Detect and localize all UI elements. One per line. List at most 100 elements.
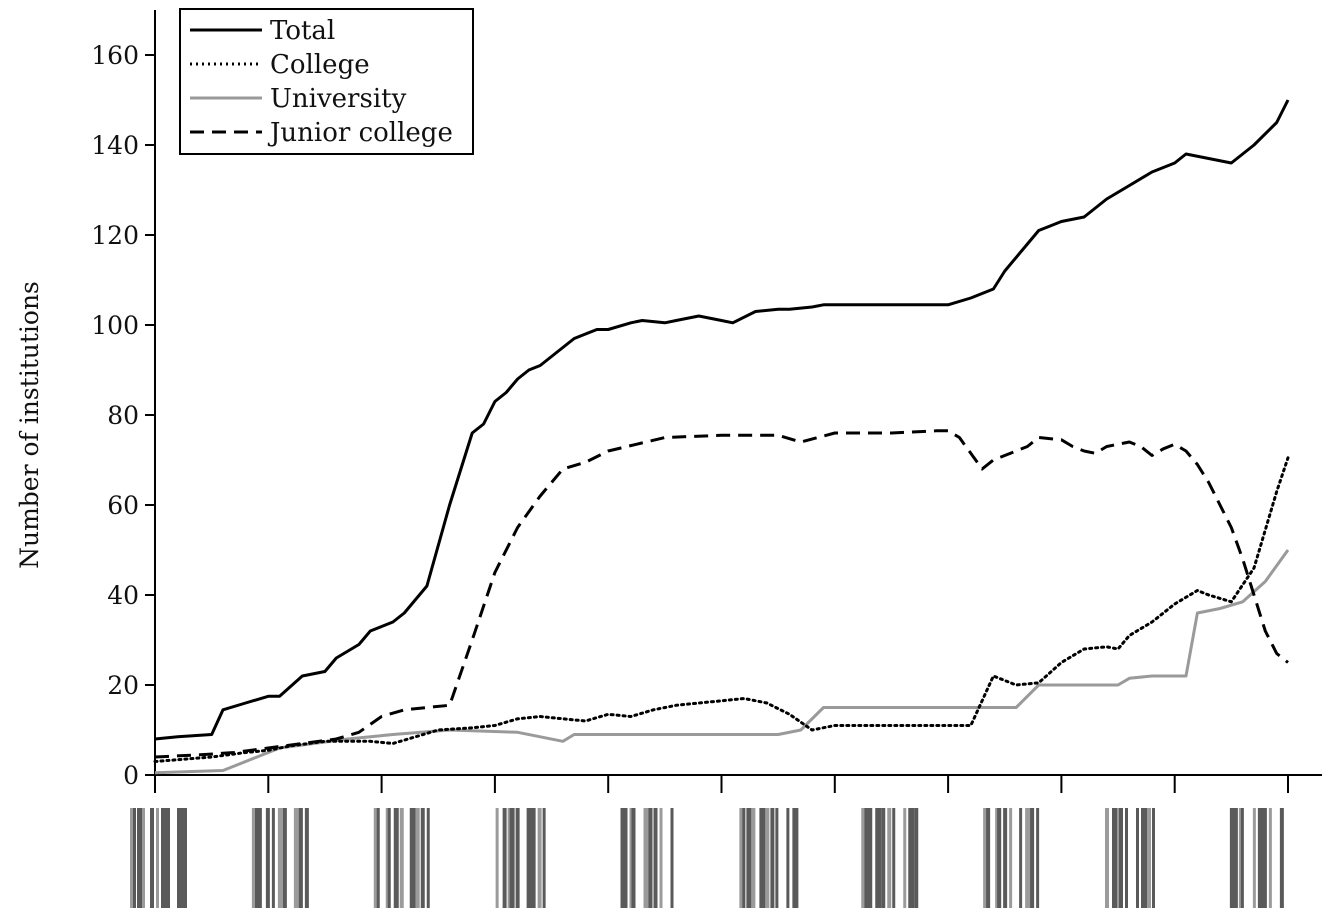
barcode-bar — [282, 808, 287, 908]
barcode-bar — [495, 808, 499, 908]
barcode-bar — [1003, 808, 1008, 908]
barcode-bar — [1125, 808, 1128, 908]
barcode-bar — [373, 808, 379, 908]
axes — [154, 10, 1322, 776]
series-line-college — [153, 456, 1290, 763]
barcode-bar — [739, 808, 744, 908]
barcode-bar — [298, 808, 303, 908]
barcode-bar — [251, 808, 255, 908]
series-line-university — [154, 549, 1290, 775]
y-axis-title: Number of institutions — [15, 281, 44, 569]
barcode-bar — [775, 808, 779, 908]
barcode-bar — [875, 808, 882, 908]
barcode-bar — [759, 808, 766, 908]
barcode-bar — [670, 808, 674, 908]
barcode-bar — [1152, 808, 1155, 908]
barcode-bar — [751, 808, 756, 908]
barcode-bar — [1009, 808, 1013, 908]
barcode-bar — [254, 808, 260, 908]
y-tick-label: 0 — [123, 761, 139, 790]
barcode-bar — [161, 808, 166, 908]
barcode-bar — [914, 808, 919, 908]
barcode-bar — [1112, 808, 1118, 908]
barcode-bar — [620, 808, 625, 908]
barcode-bar — [531, 808, 536, 908]
barcode-bar — [415, 808, 420, 908]
barcode-bar — [542, 808, 546, 908]
y-ticks: 0 20 40 60 80 100 120 140 160 — [91, 41, 155, 790]
y-tick-label: 80 — [107, 401, 139, 430]
barcode-bar — [526, 808, 533, 908]
barcode-bar — [648, 808, 653, 908]
barcode-bar — [137, 808, 142, 908]
barcode-bar — [643, 808, 650, 908]
barcode-bar — [258, 808, 262, 908]
barcode-bar — [507, 808, 511, 908]
legend-label: Junior college — [267, 118, 453, 148]
barcode-bar — [887, 808, 892, 908]
barcode-bar — [304, 808, 309, 908]
barcode-bar — [265, 808, 270, 908]
barcode-bar — [387, 808, 391, 908]
y-tick-label: 140 — [91, 131, 139, 160]
legend-entries: Total College University Junior college — [190, 16, 453, 148]
barcode-bar — [142, 808, 145, 908]
barcode-bar — [1141, 808, 1147, 908]
y-tick-label: 20 — [107, 671, 139, 700]
barcode-bar — [1136, 808, 1139, 908]
y-tick-label: 40 — [107, 581, 139, 610]
barcode-bar — [133, 808, 136, 908]
barcode-bar — [393, 808, 399, 908]
barcode-bar — [177, 808, 183, 908]
barcode-bar — [986, 808, 991, 908]
barcode-bar — [861, 808, 865, 908]
barcode-bar — [659, 808, 663, 908]
barcode-bar — [881, 808, 886, 908]
barcode-bar — [1036, 808, 1040, 908]
barcode-bar — [376, 808, 380, 908]
barcode-bar — [1119, 808, 1123, 908]
barcode-bar — [1252, 808, 1256, 908]
barcode-bar — [742, 808, 746, 908]
barcode-bar — [792, 808, 799, 908]
barcode-bar — [1268, 808, 1272, 908]
y-tick-label: 60 — [107, 491, 139, 520]
legend-label: Total — [270, 16, 335, 46]
series-line-total — [154, 99, 1290, 741]
y-tick-label: 120 — [91, 221, 139, 250]
barcode-bar — [150, 808, 154, 908]
barcode-bar — [1105, 808, 1109, 908]
barcode-bar — [537, 808, 542, 908]
barcode-bar — [271, 808, 275, 908]
x-ticks — [154, 775, 1289, 793]
series-line-junior-college — [154, 429, 1289, 759]
legend-box — [179, 8, 474, 155]
y-tick-label: 160 — [91, 41, 139, 70]
barcode-bar — [908, 808, 915, 908]
legend-label: University — [270, 84, 407, 114]
barcode-bar — [293, 808, 300, 908]
barcode-bar — [515, 808, 520, 908]
barcode-bar — [653, 808, 658, 908]
barcode-bar — [1147, 808, 1151, 908]
barcode-bar — [130, 808, 134, 908]
barcode-bar — [502, 808, 507, 908]
barcode-bar — [864, 808, 870, 908]
barcode-bar — [1019, 808, 1023, 908]
barcode-bar — [786, 808, 790, 908]
y-tick-label: 100 — [91, 311, 139, 340]
barcode-bar — [765, 808, 770, 908]
barcode-bar — [420, 808, 425, 908]
barcode-bar — [426, 808, 430, 908]
barcode-bar — [1240, 808, 1244, 908]
barcode-bar — [997, 808, 1002, 908]
barcode-bar — [624, 808, 628, 908]
barcode-bar — [1257, 808, 1264, 908]
barcode-bar — [903, 808, 907, 908]
barcode-bar — [1030, 808, 1035, 908]
barcode-bar — [509, 808, 515, 908]
barcode-bar — [770, 808, 775, 908]
barcode-bar — [277, 808, 283, 908]
barcode-bar — [156, 808, 159, 908]
